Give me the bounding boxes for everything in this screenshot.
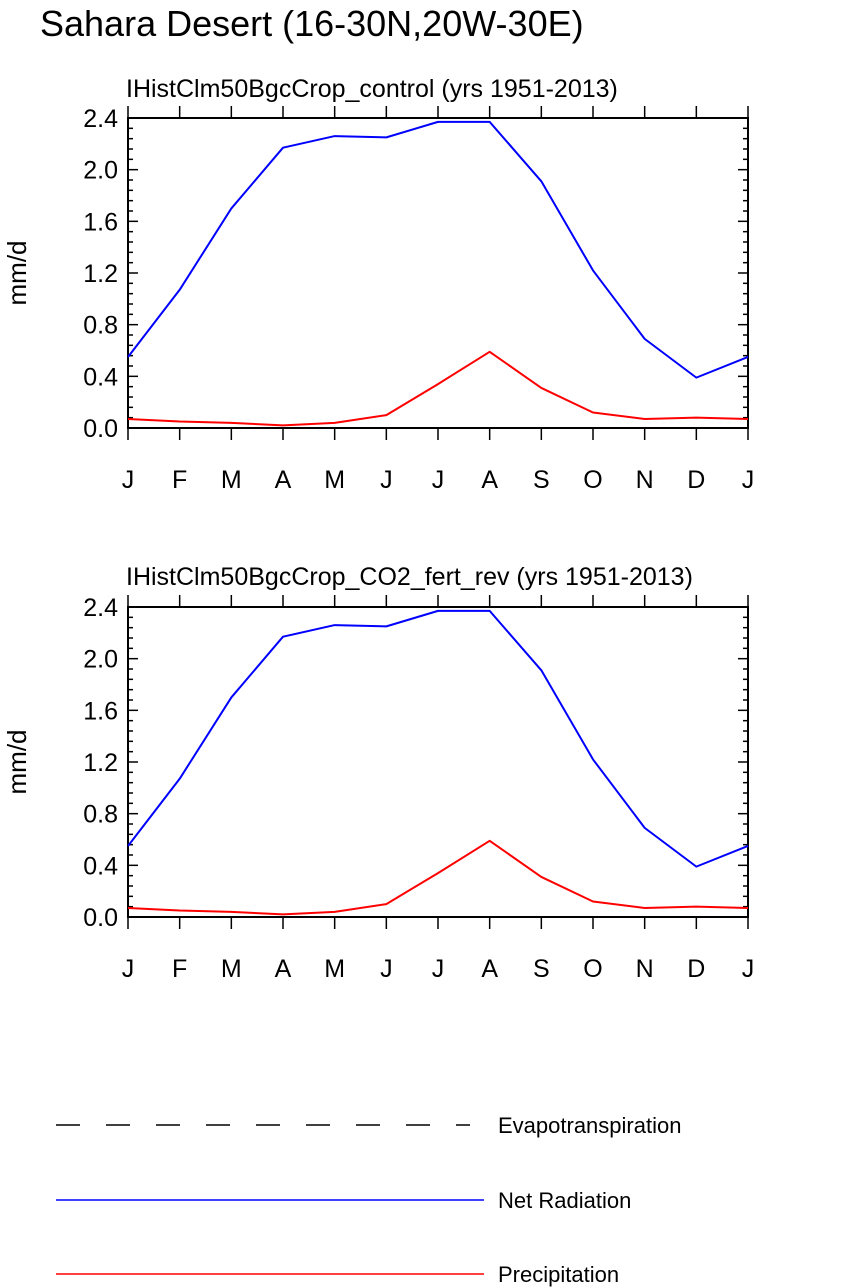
y-tick-label: 0.8: [83, 312, 118, 340]
x-tick-label: J: [432, 466, 445, 494]
y-tick-label: 1.6: [83, 208, 118, 236]
x-tick-label: S: [533, 466, 550, 494]
x-tick-label: A: [275, 955, 292, 983]
legend-label: Precipitation: [498, 1262, 619, 1287]
x-tick-label: N: [636, 466, 654, 494]
x-tick-label: J: [122, 466, 135, 494]
series-line-net-radiation: [128, 611, 748, 867]
x-tick-label: S: [533, 955, 550, 983]
x-tick-label: J: [122, 955, 135, 983]
series-line-precipitation: [128, 841, 748, 915]
x-tick-label: J: [742, 955, 755, 983]
series-line-precipitation: [128, 352, 748, 426]
y-tick-label: 1.2: [83, 749, 118, 777]
x-tick-label: M: [324, 955, 345, 983]
y-tick-label: 2.4: [83, 594, 118, 622]
x-tick-label: D: [687, 955, 705, 983]
x-tick-label: J: [380, 466, 393, 494]
legend-label: Net Radiation: [498, 1188, 631, 1213]
x-tick-label: J: [742, 466, 755, 494]
x-tick-label: A: [275, 466, 292, 494]
panel-title: IHistClm50BgcCrop_control (yrs 1951-2013…: [126, 75, 618, 103]
y-axis-label: mm/d: [2, 730, 32, 795]
y-axis-label: mm/d: [2, 241, 32, 306]
plot-frame: [128, 118, 748, 428]
x-tick-label: J: [432, 955, 445, 983]
chart-panel-1: IHistClm50BgcCrop_control (yrs 1951-2013…: [2, 75, 754, 494]
x-tick-label: N: [636, 955, 654, 983]
x-tick-label: M: [221, 466, 242, 494]
x-tick-label: M: [221, 955, 242, 983]
plot-frame: [128, 607, 748, 917]
y-tick-label: 0.4: [83, 363, 118, 391]
x-tick-label: J: [380, 955, 393, 983]
figure-title: Sahara Desert (16-30N,20W-30E): [40, 3, 584, 44]
panel-title: IHistClm50BgcCrop_CO2_fert_rev (yrs 1951…: [126, 563, 693, 591]
x-tick-label: O: [583, 955, 602, 983]
x-tick-label: M: [324, 466, 345, 494]
y-tick-label: 2.0: [83, 646, 118, 674]
legend: Evapotranspiration Net Radiation Precipita…: [56, 1113, 681, 1287]
x-tick-label: O: [583, 466, 602, 494]
y-tick-label: 0.0: [83, 415, 118, 443]
y-tick-label: 1.2: [83, 260, 118, 288]
chart-panels: IHistClm50BgcCrop_control (yrs 1951-2013…: [2, 75, 754, 983]
series-line-net-radiation: [128, 122, 748, 378]
y-tick-label: 2.4: [83, 105, 118, 133]
x-tick-label: D: [687, 466, 705, 494]
y-tick-label: 0.4: [83, 852, 118, 880]
y-tick-label: 0.0: [83, 904, 118, 932]
y-tick-label: 0.8: [83, 801, 118, 829]
x-tick-label: F: [172, 466, 187, 494]
x-tick-label: F: [172, 955, 187, 983]
chart-panel-2: IHistClm50BgcCrop_CO2_fert_rev (yrs 1951…: [2, 563, 754, 983]
x-tick-label: A: [481, 955, 498, 983]
y-tick-label: 1.6: [83, 697, 118, 725]
y-tick-label: 2.0: [83, 157, 118, 185]
legend-label: Evapotranspiration: [498, 1113, 681, 1138]
x-tick-label: A: [481, 466, 498, 494]
